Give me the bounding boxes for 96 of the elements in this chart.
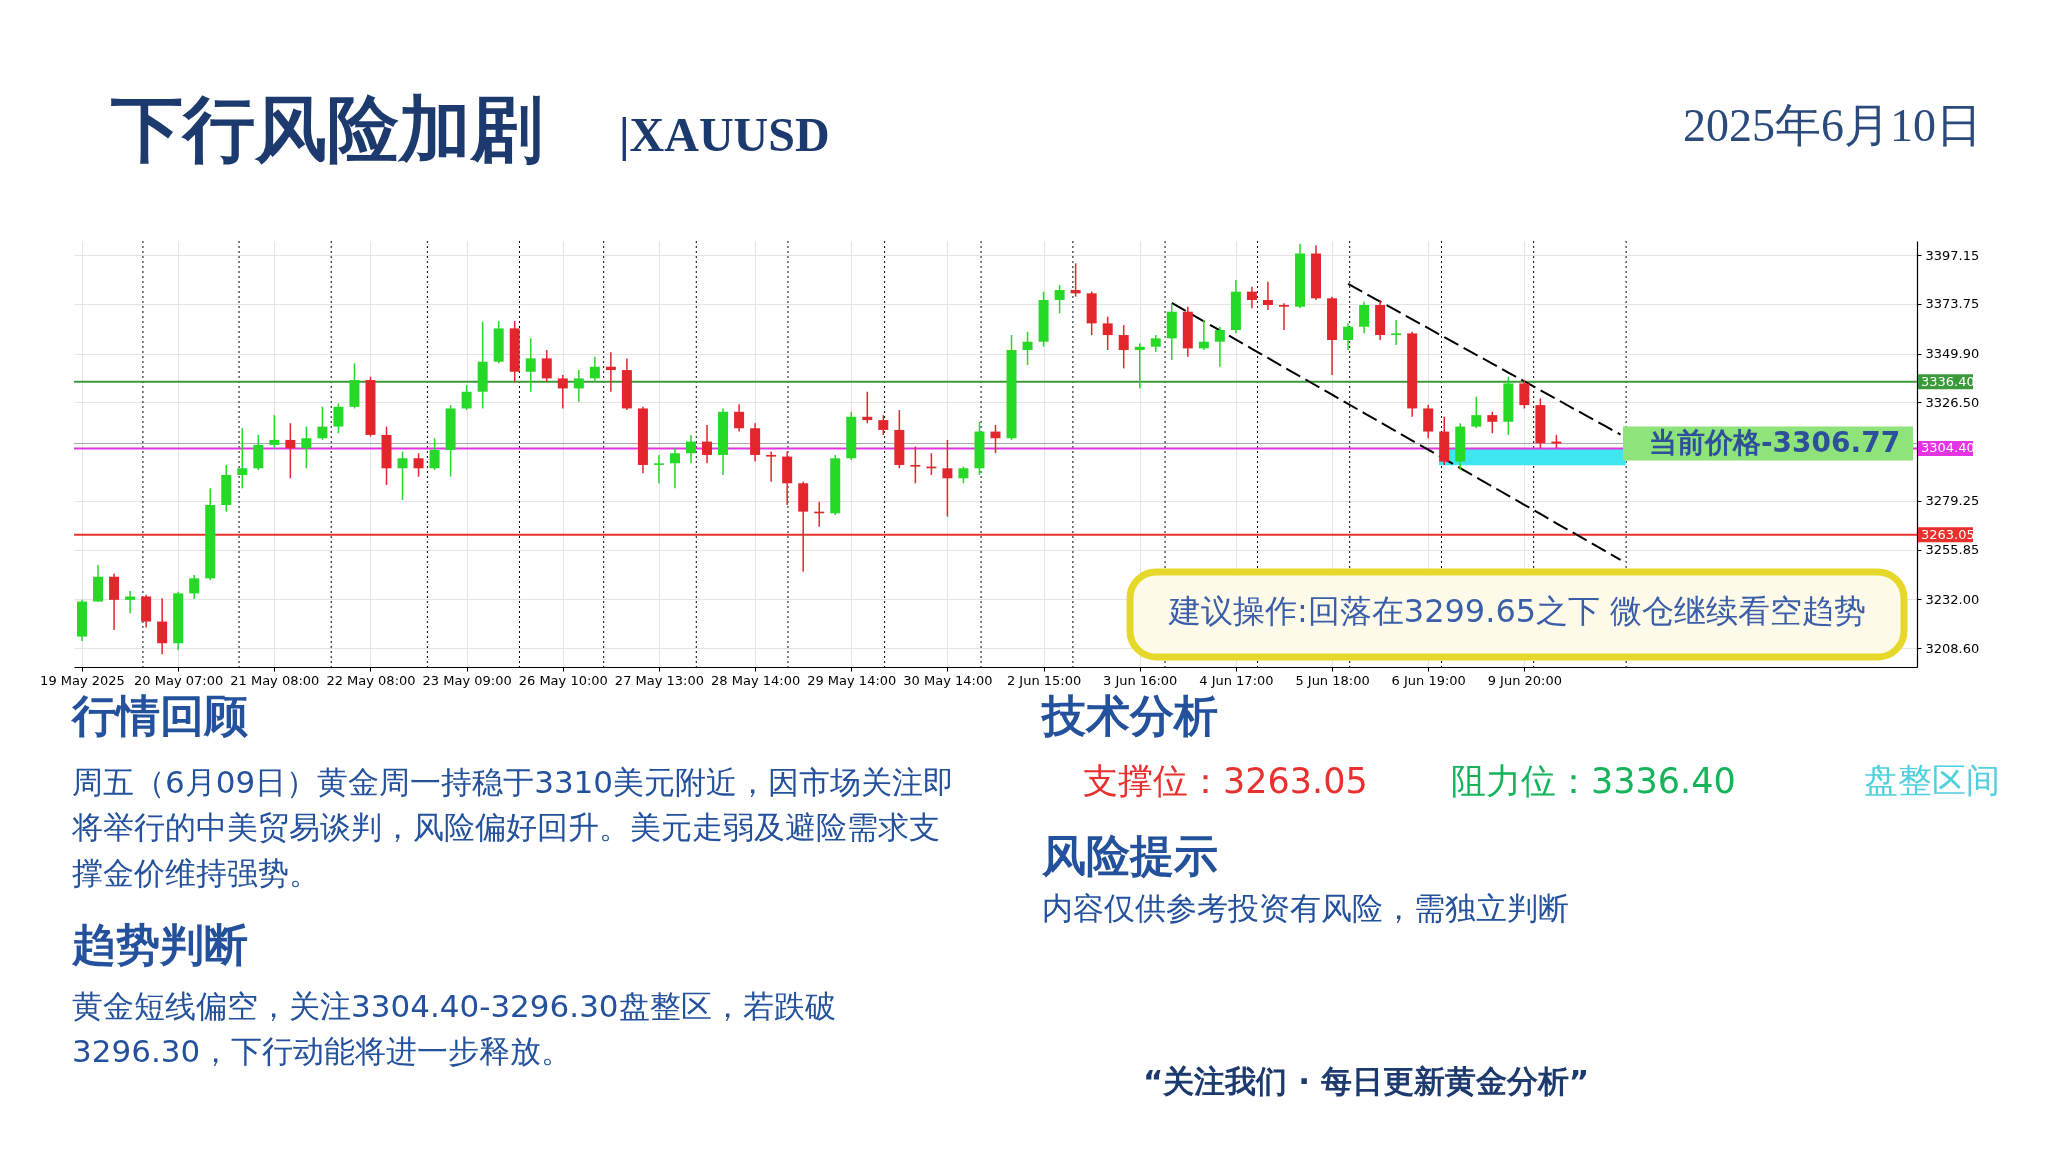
candlestick: [541, 349, 552, 383]
y-tick-label: 3279.25: [1925, 493, 1980, 509]
x-tick-label: 29 May 14:00: [807, 672, 897, 688]
x-tick-label: 6 Jun 19:00: [1391, 672, 1466, 688]
candlestick: [333, 402, 344, 434]
candlestick: [525, 337, 536, 393]
candlestick: [1198, 319, 1209, 351]
candlestick: [766, 450, 777, 483]
candlestick: [942, 439, 953, 518]
annotation: 当前价格-3306.77: [1649, 425, 1901, 459]
candlestick: [910, 445, 921, 485]
candlestick: [1054, 284, 1065, 315]
candlestick: [1262, 280, 1273, 311]
candlestick: [301, 425, 312, 470]
x-tick-label: 23 May 09:00: [422, 672, 512, 688]
text: 撑金价维持强势。: [72, 855, 320, 891]
candlestick: [1359, 300, 1370, 335]
x-tick-label: 22 May 08:00: [326, 672, 416, 688]
candlestick: [573, 369, 584, 403]
text: 技术分析: [1040, 690, 1218, 741]
candlestick: [1118, 324, 1129, 370]
y-tick-label: 3326.50: [1925, 394, 1980, 410]
candlestick: [1134, 342, 1145, 390]
text: 风险提示: [1041, 830, 1218, 881]
candlestick: [605, 351, 616, 393]
candlestick: [669, 447, 680, 490]
ref-line-label: 3263.05: [1921, 526, 1975, 542]
candlestick: [269, 414, 280, 450]
candlestick: [285, 422, 296, 480]
candlestick: [1423, 404, 1434, 440]
candlestick: [589, 355, 600, 383]
candlestick: [1278, 302, 1289, 331]
y-tick-label: 3397.15: [1925, 247, 1980, 263]
y-tick-label: 3255.85: [1925, 542, 1980, 558]
y-tick-label: 3232.00: [1925, 591, 1980, 607]
chart-title: 下行风险加剧: [111, 90, 543, 170]
text: 黄金短线偏空，关注3304.40-3296.30盘整区，若跌破: [72, 988, 836, 1024]
candlestick: [1471, 396, 1482, 429]
x-tick-label: 5 Jun 18:00: [1295, 672, 1370, 688]
candlestick: [862, 391, 873, 424]
candlestick: [109, 572, 120, 631]
x-tick-label: 28 May 14:00: [711, 672, 801, 688]
candlestick: [702, 424, 713, 465]
x-tick-label: 2 Jun 15:00: [1006, 672, 1082, 688]
candlestick: [1519, 379, 1530, 410]
text: 内容仅供参考投资有风险，需独立判断: [1042, 890, 1569, 926]
candlestick: [253, 434, 264, 471]
candlestick: [1214, 325, 1225, 368]
candlestick: [990, 424, 1001, 455]
y-tick-label: 3208.60: [1925, 640, 1980, 656]
candlestick: [413, 452, 424, 478]
text: 周五（6月09日）黄金周一持稳于3310美元附近，因市场关注即: [72, 764, 955, 800]
text: 3296.30，下行动能将进一步释放。: [72, 1033, 573, 1069]
ref-line-label: 3304.40: [1921, 440, 1975, 456]
text: 支撑位：3263.05: [1083, 761, 1368, 801]
candlestick: [1246, 286, 1257, 310]
candlestick: [189, 574, 200, 600]
y-tick-label: 3373.75: [1925, 296, 1980, 312]
ref-line-label: 3336.40: [1921, 373, 1975, 389]
candlestick: [557, 374, 568, 410]
candlestick: [1343, 322, 1354, 351]
candlestick: [1022, 330, 1033, 366]
annotation: 建议操作:回落在3299.65之下 微仓继续看空趋势: [1168, 592, 1867, 630]
candlestick: [1487, 411, 1498, 434]
candlestick: [1391, 319, 1402, 346]
candlestick: [397, 450, 408, 501]
text: 将举行的中美贸易谈判，风险偏好回升。美元走弱及避险需求支: [71, 809, 940, 845]
candlestick: [878, 414, 889, 436]
candlestick: [1070, 262, 1081, 298]
x-tick-label: 26 May 10:00: [518, 672, 608, 688]
chart-subtitle: |XAUUSD: [619, 108, 830, 161]
candlestick: [429, 437, 440, 471]
candlestick: [686, 434, 696, 465]
candlestick: [734, 403, 745, 433]
text: 趋势判断: [71, 919, 248, 970]
candlestick: [653, 454, 664, 485]
candlestick: [157, 597, 168, 656]
x-tick-label: 9 Jun 20:00: [1487, 672, 1563, 688]
x-tick-label: 19 May 2025: [40, 672, 125, 688]
candlestick: [317, 406, 328, 441]
candlestick: [1102, 315, 1113, 351]
y-tick-label: 3349.90: [1925, 346, 1980, 362]
x-tick-label: 30 May 14:00: [903, 672, 993, 688]
x-tick-label: 20 May 07:00: [134, 672, 224, 688]
text: “关注我们 · 每日更新黄金分析”: [1143, 1063, 1590, 1099]
x-tick-label: 21 May 08:00: [230, 672, 320, 688]
text: 阻力位：3336.40: [1451, 761, 1736, 801]
text: 盘整区间: [1864, 760, 2000, 800]
x-tick-label: 3 Jun 16:00: [1103, 672, 1178, 688]
x-tick-label: 4 Jun 17:00: [1199, 672, 1274, 688]
candlestick: [237, 427, 248, 490]
text: 行情回顾: [70, 690, 248, 741]
candlestick: [461, 384, 472, 411]
text: 2025年6月10日: [1683, 100, 1982, 151]
candlestick: [125, 590, 136, 614]
x-tick-label: 27 May 13:00: [614, 672, 705, 688]
